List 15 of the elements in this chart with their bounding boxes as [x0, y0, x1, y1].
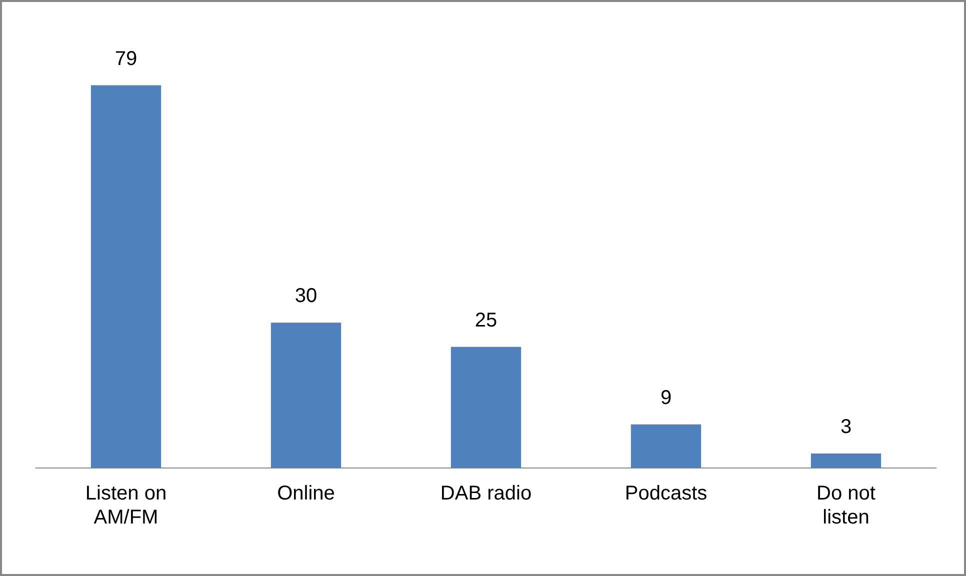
bar — [810, 453, 882, 468]
data-label: 9 — [660, 386, 672, 409]
data-label: 25 — [474, 309, 498, 332]
x-tick-label: Do not listen — [816, 482, 876, 529]
bar — [630, 424, 702, 468]
data-label: 3 — [840, 416, 852, 438]
bar — [270, 322, 342, 468]
x-tick-label: DAB radio — [440, 482, 532, 505]
bar — [450, 346, 522, 468]
x-tick-label: Podcasts — [624, 482, 708, 505]
data-label: 79 — [114, 48, 138, 70]
bar — [90, 85, 162, 468]
x-tick-label: Online — [277, 482, 335, 505]
x-tick-label: Listen on AM/FM — [85, 482, 167, 529]
data-label: 30 — [294, 285, 318, 308]
